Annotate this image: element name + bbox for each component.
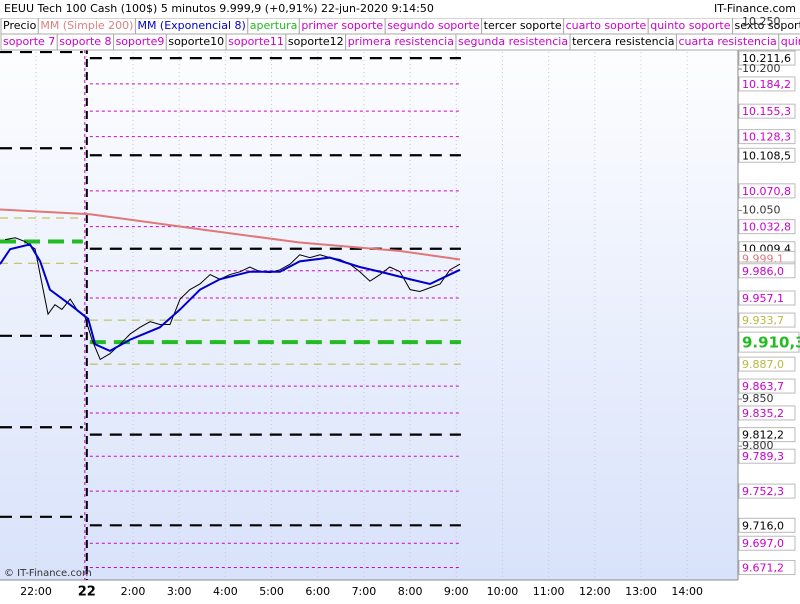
legend-label: MM (Simple 200) [40, 19, 133, 32]
level-box [738, 129, 796, 145]
level-label: 9.933,7 [742, 314, 784, 327]
level-label: 10.070,8 [742, 185, 791, 198]
legend-label: quinta r [781, 35, 800, 48]
level-label: 10.155,3 [742, 105, 791, 118]
x-tick-label: 22:00 [20, 585, 52, 598]
legend-label: soporte12 [288, 35, 344, 48]
level-box [738, 517, 796, 533]
level-box [738, 147, 796, 163]
series-line [0, 208, 461, 261]
series-line [0, 243, 461, 353]
level-box [738, 378, 796, 394]
x-tick-label: 14:00 [671, 585, 703, 598]
level-box [738, 50, 796, 66]
x-tick-label: 12:00 [579, 585, 611, 598]
x-tick-label: 8:00 [398, 585, 423, 598]
y-tick-label: 10.200 [742, 62, 781, 75]
x-tick-label: 13:00 [625, 585, 657, 598]
legend-label: cuarta resistencia [678, 35, 776, 48]
level-box [738, 560, 796, 576]
plot-bg [0, 18, 738, 580]
level-box [738, 290, 796, 306]
legend-label: soporte11 [228, 35, 284, 48]
level-label: 9.986,0 [742, 265, 784, 278]
level-label: 9.887,0 [742, 358, 784, 371]
level-label: 9.716,0 [742, 519, 784, 532]
header-bg [0, 0, 800, 18]
legend-label: Precio [3, 19, 37, 32]
legend-label: cuarto soporte [566, 19, 647, 32]
level-box [738, 103, 796, 119]
legend-label: primer soporte [301, 19, 383, 32]
x-tick-label: 22 [78, 585, 96, 600]
legend-label: MM (Exponencial 8) [137, 19, 245, 32]
level-box [738, 356, 796, 372]
level-label: 9.671,2 [742, 562, 784, 575]
x-tick-label: 7:00 [352, 585, 377, 598]
x-tick-label: 2:00 [121, 585, 146, 598]
x-tick-label: 6:00 [305, 585, 330, 598]
x-tick-label: 11:00 [533, 585, 565, 598]
level-box [738, 483, 796, 499]
legend-label: sexto soporte [735, 19, 800, 32]
level-box [738, 183, 796, 199]
y-tick-label: 10.050 [742, 203, 781, 216]
x-tick-label: 5:00 [259, 585, 284, 598]
level-box [738, 427, 796, 443]
level-label: 10.211,6 [742, 52, 791, 65]
y-tick-label: 10.250 [742, 15, 781, 28]
level-box [738, 535, 796, 551]
level-box [738, 76, 796, 92]
level-label: 10.184,2 [742, 78, 791, 91]
legend-label: quinto soporte [650, 19, 731, 32]
legend-label: segundo soporte [387, 19, 480, 32]
level-box [738, 219, 796, 235]
level-box [738, 405, 796, 421]
x-tick-label: 4:00 [213, 585, 238, 598]
level-box [738, 331, 800, 353]
level-box [738, 312, 796, 328]
legend-label: tercer soporte [484, 19, 562, 32]
level-label: 9.957,1 [742, 292, 784, 305]
brand: IT-Finance.com [714, 2, 796, 15]
level-box [738, 448, 796, 464]
copyright: © IT-Finance.com [4, 568, 92, 579]
level-label: 9.752,3 [742, 485, 784, 498]
legend-label: soporte10 [168, 35, 224, 48]
legend-box [778, 33, 800, 51]
level-label: 9.835,2 [742, 407, 784, 420]
legend-label: segunda resistencia [458, 35, 568, 48]
x-tick-label: 9:00 [444, 585, 469, 598]
level-label: 9.812,2 [742, 429, 784, 442]
level-label: 9.863,7 [742, 380, 784, 393]
x-tick-label: 10:00 [487, 585, 519, 598]
legend-label: soporte 7 [3, 35, 55, 48]
level-label: 9.910,3 [742, 334, 800, 352]
legend-label: primera resistencia [348, 35, 454, 48]
level-label: 10.108,5 [742, 149, 791, 162]
level-label: 10.128,3 [742, 131, 791, 144]
legend-label: soporte 8 [59, 35, 111, 48]
level-label: 10.032,8 [742, 221, 791, 234]
chart-title: EEUU Tech 100 Cash (100$) 5 minutos 9.99… [4, 2, 434, 15]
x-tick-label: 3:00 [167, 585, 192, 598]
level-box [738, 263, 796, 279]
legend-label: tercera resistencia [572, 35, 674, 48]
level-label: 9.789,3 [742, 450, 784, 463]
y-tick-label: 9.800 [742, 439, 774, 452]
y-tick-label: 9.850 [742, 392, 774, 405]
legend-label: apertura [250, 19, 298, 32]
level-label: 9.697,0 [742, 537, 784, 550]
legend-label: soporte9 [116, 35, 165, 48]
